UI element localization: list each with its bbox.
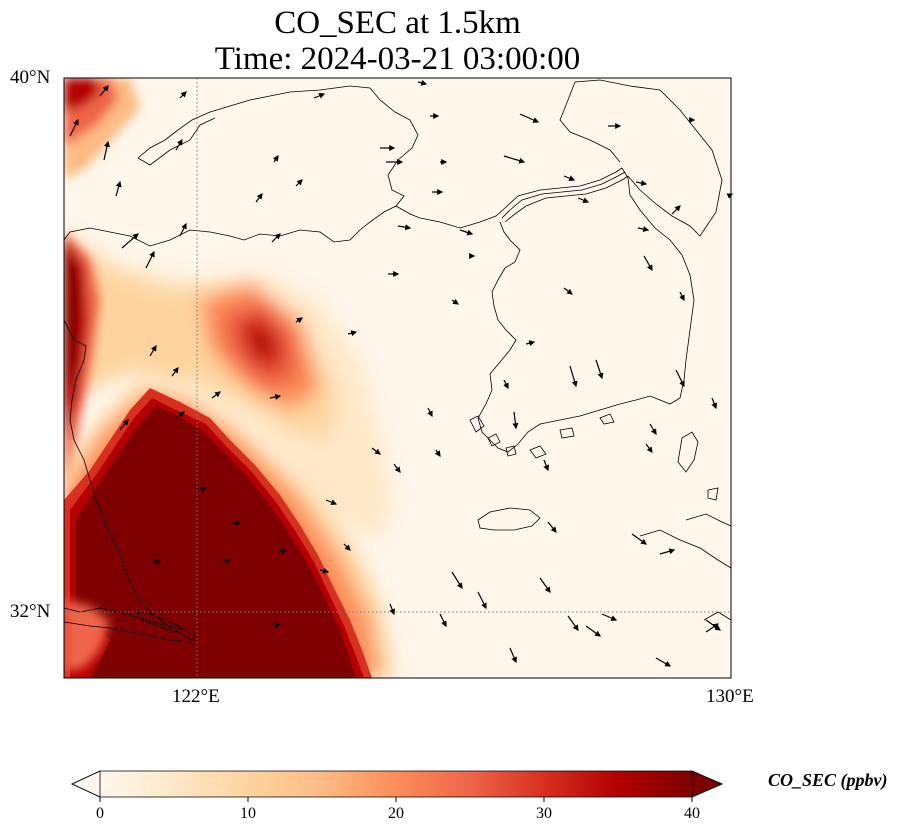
- colorbar-extend-max: [691, 770, 724, 798]
- wind-arrow: [439, 613, 447, 628]
- wind-arrow: [451, 571, 463, 590]
- wind-arrow: [547, 521, 557, 533]
- wind-arrow: [269, 393, 282, 400]
- wind-arrow: [271, 233, 281, 243]
- wind-arrow: [179, 91, 187, 99]
- wind-arrow: [519, 113, 540, 123]
- wind-arrow: [231, 520, 242, 527]
- x-tick-label-122e: 122°E: [172, 686, 220, 707]
- wind-arrow: [563, 175, 576, 182]
- wind-arrow: [171, 367, 179, 377]
- wind-arrow: [503, 155, 526, 164]
- wind-arrow: [459, 229, 474, 236]
- wind-arrow: [115, 180, 122, 197]
- wind-arrow: [477, 591, 487, 610]
- wind-arrow: [427, 407, 433, 418]
- wind-arrow: [649, 423, 657, 436]
- wind-arrow: [585, 625, 601, 637]
- gridlines: [64, 78, 731, 678]
- wind-arrow: [711, 397, 718, 410]
- wind-arrow: [325, 499, 338, 506]
- wind-arrow: [635, 180, 648, 187]
- wind-arrow: [211, 391, 221, 399]
- wind-arrow: [659, 548, 676, 555]
- wind-arrow: [563, 287, 573, 295]
- wind-arrow: [503, 379, 509, 390]
- wind-arrow: [631, 533, 647, 545]
- wind-arrow: [99, 85, 109, 97]
- wind-arrow: [525, 340, 536, 347]
- wind-arrow: [393, 463, 401, 473]
- map-title-line1: CO_SEC at 1.5km: [274, 5, 521, 41]
- wind-arrow: [271, 622, 282, 629]
- wind-arrow: [179, 222, 187, 237]
- wind-arrow: [595, 359, 604, 380]
- colorbar-tick-label: 10: [240, 805, 256, 822]
- wind-arrow: [671, 205, 681, 215]
- wind-arrow: [197, 486, 208, 493]
- wind-arrow: [645, 443, 653, 453]
- y-tick-label-40n: 40°N: [10, 67, 51, 88]
- wind-arrow: [103, 140, 110, 161]
- wind-arrow: [675, 369, 685, 388]
- wind-arrow: [119, 419, 129, 431]
- wind-arrow: [255, 193, 263, 203]
- wind-arrow: [295, 179, 303, 187]
- wind-arrow: [319, 567, 330, 574]
- colorbar-label: CO_SEC (ppbv): [768, 770, 888, 790]
- wind-arrow: [543, 459, 550, 472]
- colorbar: [71, 770, 724, 802]
- wind-arrow: [149, 344, 157, 357]
- colorbar-tick-label: 0: [96, 805, 104, 822]
- wind-arrow: [397, 224, 412, 231]
- wind-arrow: [69, 118, 79, 137]
- wind-arrow: [601, 613, 618, 621]
- coastlines: [64, 79, 731, 643]
- colorbar-extend-min: [71, 770, 101, 798]
- wind-arrow: [569, 365, 578, 388]
- colorbar-tick-label: 20: [388, 805, 404, 822]
- wind-arrow: [175, 138, 183, 151]
- x-tick-label-130e: 130°E: [706, 686, 754, 707]
- wind-arrow: [417, 79, 428, 86]
- wind-arrow: [434, 449, 441, 457]
- wind-arrow: [347, 330, 358, 337]
- wind-arrow: [655, 657, 672, 667]
- map-title-line2: Time: 2024-03-21 03:00:00: [214, 41, 581, 77]
- wind-arrow: [643, 255, 653, 272]
- wind-arrow: [121, 233, 139, 249]
- wind-arrow: [577, 197, 590, 204]
- wind-arrow: [509, 647, 517, 664]
- wind-arrow: [679, 291, 685, 302]
- jeju-island: [477, 507, 541, 531]
- wind-arrow: [705, 623, 719, 633]
- wind-arrow: [145, 250, 155, 269]
- wind-arrow: [371, 447, 381, 455]
- wind-vectors: [69, 79, 734, 667]
- y-tick-label-32n: 32°N: [10, 601, 51, 622]
- wind-arrow: [343, 543, 351, 551]
- wind-arrow: [295, 317, 303, 324]
- colorbar-gradient: [100, 771, 692, 797]
- colorbar-tick-label: 40: [684, 805, 700, 822]
- wind-arrow: [539, 577, 551, 593]
- wind-arrow: [637, 226, 650, 233]
- colorbar-tick-label: 30: [536, 805, 552, 822]
- wind-arrow: [175, 411, 185, 419]
- wind-arrow: [451, 298, 459, 305]
- wind-arrow: [272, 155, 279, 163]
- plot-frame: [63, 77, 732, 679]
- co-field: [64, 78, 395, 678]
- wind-arrow: [277, 548, 288, 555]
- wind-arrow: [313, 92, 326, 99]
- wind-arrow: [512, 411, 519, 430]
- wind-arrow: [221, 558, 232, 565]
- wind-arrow: [389, 603, 396, 616]
- wind-arrow: [567, 615, 579, 631]
